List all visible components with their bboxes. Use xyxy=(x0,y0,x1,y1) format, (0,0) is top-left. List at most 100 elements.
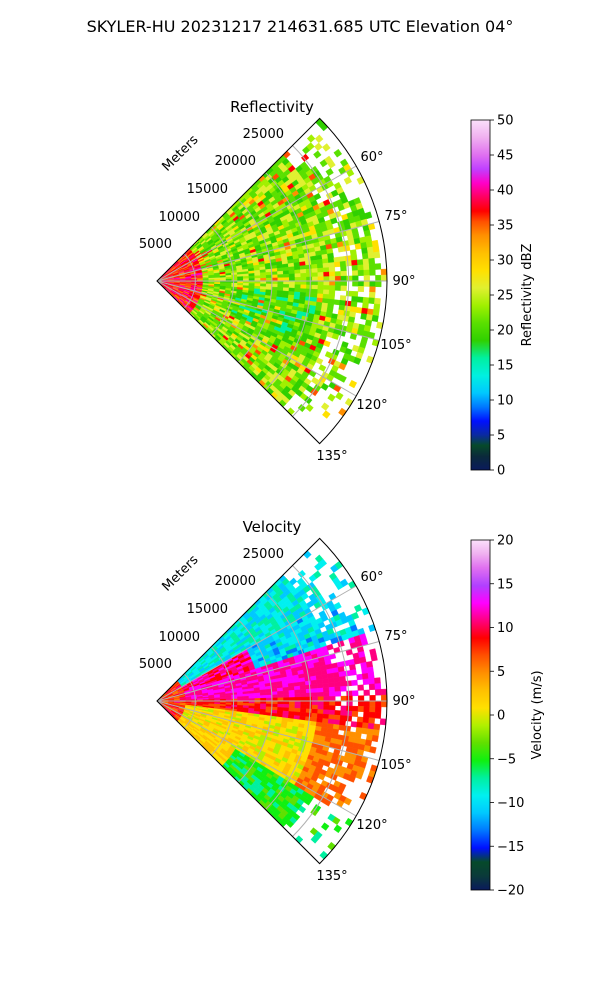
velocity-range-tick-20000: 20000 xyxy=(215,574,256,589)
vel-gate xyxy=(362,678,370,685)
refl-gate xyxy=(371,239,379,248)
refl-gate xyxy=(271,283,278,288)
refl-gate xyxy=(333,299,341,306)
velocity-colorbar-bar xyxy=(470,539,491,891)
reflectivity-range-tick-10000: 10000 xyxy=(159,210,200,225)
refl-gate xyxy=(329,271,336,277)
refl-gate xyxy=(360,241,368,249)
vel-gate xyxy=(294,700,301,705)
refl-gate xyxy=(373,251,381,259)
vel-gate xyxy=(339,715,347,722)
vel-gate xyxy=(317,696,324,702)
vel-gate xyxy=(333,824,343,834)
colorbar-tick-label: 5 xyxy=(497,665,505,680)
vel-gate xyxy=(368,711,376,719)
vel-gate xyxy=(340,695,347,702)
refl-gate xyxy=(362,253,369,260)
refl-gate xyxy=(369,269,376,276)
vel-gate xyxy=(361,727,369,735)
refl-gate xyxy=(277,270,284,275)
vel-gate xyxy=(334,691,342,697)
refl-gate xyxy=(329,276,336,282)
vel-gate xyxy=(345,680,353,687)
vel-gate xyxy=(363,689,370,696)
refl-gate xyxy=(345,290,353,297)
refl-gate xyxy=(362,297,370,304)
vel-gate xyxy=(300,696,307,702)
refl-gate xyxy=(323,285,330,291)
refl-gate xyxy=(322,262,330,269)
colorbar-tick-label: 20 xyxy=(497,534,514,549)
reflectivity-colorbar-label: Reflectivity dBZ xyxy=(520,244,535,347)
vel-gate xyxy=(357,700,365,707)
vel-gate xyxy=(323,687,330,693)
vel-gate xyxy=(317,687,324,693)
vel-gate xyxy=(369,695,376,702)
refl-gate xyxy=(372,309,380,317)
vel-gate xyxy=(346,690,353,697)
vel-gate xyxy=(327,677,335,684)
vel-gate xyxy=(322,682,330,689)
vel-gate xyxy=(371,734,379,743)
refl-gate xyxy=(317,276,324,282)
vel-gate xyxy=(334,681,341,688)
reflectivity-range-label: Meters xyxy=(160,132,202,174)
vel-gate xyxy=(345,715,353,722)
vel-gate xyxy=(237,696,244,700)
refl-gate xyxy=(317,272,324,277)
refl-gate xyxy=(335,391,344,401)
refl-gate xyxy=(317,280,324,286)
vel-gate xyxy=(328,709,336,716)
vel-gate xyxy=(260,695,267,699)
refl-gate xyxy=(322,143,331,152)
vel-gate xyxy=(340,685,347,692)
vel-gate xyxy=(283,700,290,705)
vel-gate xyxy=(288,689,296,695)
refl-gate xyxy=(300,280,307,286)
vel-gate xyxy=(317,705,324,710)
vel-gate xyxy=(277,690,284,695)
refl-gate xyxy=(297,403,306,413)
vel-gate xyxy=(340,705,347,712)
refl-gate xyxy=(363,264,370,271)
refl-gate xyxy=(366,246,374,254)
refl-gate xyxy=(329,285,336,291)
vel-gate xyxy=(339,680,347,687)
refl-gate xyxy=(361,247,369,255)
refl-gate xyxy=(349,249,357,256)
refl-gate xyxy=(265,274,273,279)
refl-gate xyxy=(314,134,324,144)
refl-gate xyxy=(300,284,307,290)
reflectivity-range-tick-20000: 20000 xyxy=(215,154,256,169)
refl-gate xyxy=(300,269,307,274)
vel-gate xyxy=(338,724,346,731)
vel-gate xyxy=(271,694,278,699)
refl-gate xyxy=(351,296,358,303)
vel-gate xyxy=(311,700,319,706)
refl-gate xyxy=(323,280,330,286)
refl-gate xyxy=(357,286,365,293)
refl-gate xyxy=(363,275,370,282)
vel-gate xyxy=(380,700,388,708)
refl-gate xyxy=(305,288,313,294)
vel-gate xyxy=(339,720,346,726)
vel-gate xyxy=(265,691,273,696)
vel-gate xyxy=(340,710,347,717)
velocity-panel: Velocity Meters 5000 10000 15000 20000 2… xyxy=(139,518,545,899)
refl-gate xyxy=(306,284,313,290)
vel-gate xyxy=(357,684,364,691)
vel-gate xyxy=(327,841,337,851)
vel-gate xyxy=(368,683,376,691)
figure-suptitle: SKYLER-HU 20231217 214631.685 UTC Elevat… xyxy=(87,17,514,36)
vel-gate xyxy=(369,746,377,754)
colorbar-tick-label: −5 xyxy=(497,752,516,767)
refl-gate xyxy=(282,270,290,275)
refl-gate xyxy=(301,153,310,162)
refl-gate xyxy=(294,284,301,289)
vel-gate xyxy=(352,705,359,712)
colorbar-tick-label: 0 xyxy=(497,709,505,724)
refl-gate xyxy=(380,268,388,276)
refl-gate xyxy=(334,261,341,268)
refl-gate xyxy=(265,283,273,288)
vel-gate xyxy=(374,677,381,685)
